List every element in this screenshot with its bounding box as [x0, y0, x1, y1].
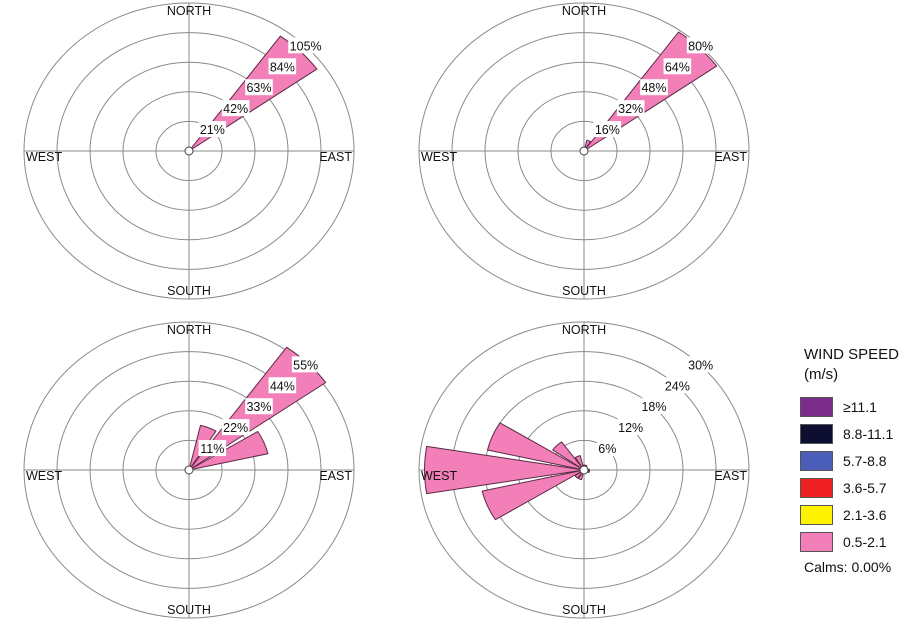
ring-label: 6% — [598, 442, 616, 456]
legend-title: WIND SPEED (m/s) — [804, 345, 919, 385]
ring-label-bg — [221, 419, 250, 436]
ring-label-bg — [686, 37, 715, 54]
ring-label: 32% — [618, 102, 643, 116]
wind-petal — [424, 445, 585, 495]
legend-item-label: 8.8-11.1 — [843, 425, 894, 442]
ring-label-bg — [686, 356, 715, 373]
legend-unit: (m/s) — [804, 366, 839, 383]
ring-label: 64% — [665, 60, 690, 74]
legend-item-label: 5.7-8.8 — [843, 452, 887, 469]
ring-label: 16% — [595, 123, 620, 137]
ring-label: 84% — [270, 60, 295, 74]
wind-rose-panel: 21% 42% 63% 84% 105% NORTH SOUTH EAST WEST — [23, 2, 355, 300]
legend-swatch — [800, 504, 833, 525]
direction-label-north: NORTH — [167, 4, 211, 18]
legend-item: 2.1-3.6 — [800, 503, 919, 526]
rose-center — [579, 465, 589, 475]
ring-label: 18% — [641, 400, 666, 414]
ring-label: 33% — [246, 400, 271, 414]
legend-item: 5.7-8.8 — [800, 449, 919, 472]
legend-item-label: 3.6-5.7 — [843, 479, 887, 496]
ring-label-bg — [198, 440, 227, 457]
wind-rose-panel: 6%12% 18% 24% 30% NORTH SOUTH EAST WEST — [418, 321, 750, 619]
ring-label-bg — [245, 79, 273, 96]
direction-label-east: EAST — [319, 150, 352, 164]
legend-swatch — [800, 423, 833, 444]
legend-item-label: 2.1-3.6 — [843, 506, 887, 523]
wind-petal — [552, 441, 585, 471]
ring-label-bg — [640, 79, 668, 96]
ring-label: 44% — [270, 379, 295, 393]
direction-label-north: NORTH — [562, 323, 606, 337]
ring-label-bg — [616, 419, 645, 436]
legend-item-label: ≥11.1 — [843, 398, 877, 415]
legend-item-label: 0.5-2.1 — [843, 533, 887, 550]
ring-label-bg — [663, 58, 692, 75]
ring-label-bg — [593, 121, 622, 138]
legend-swatch — [800, 396, 833, 417]
ring-label: 21% — [200, 123, 225, 137]
ring-label-bg — [597, 440, 618, 457]
direction-label-west: WEST — [421, 469, 457, 483]
rose-center — [579, 146, 589, 156]
ring-label-bg — [288, 37, 324, 54]
direction-label-east: EAST — [319, 469, 352, 483]
ring-label: 105% — [290, 39, 322, 53]
direction-label-south: SOUTH — [167, 284, 211, 298]
legend-swatch — [800, 531, 833, 552]
legend-item: 3.6-5.7 — [800, 476, 919, 499]
ring-label: 30% — [688, 358, 713, 372]
ring-label-bg — [616, 100, 645, 117]
direction-label-west: WEST — [26, 150, 62, 164]
ring-label: 24% — [665, 379, 690, 393]
ring-label-bg — [291, 356, 320, 373]
ring-label-bg — [198, 121, 227, 138]
direction-label-south: SOUTH — [562, 603, 606, 617]
ring-label: 42% — [223, 102, 248, 116]
rose-center — [184, 465, 194, 475]
legend-item: 0.5-2.1 — [800, 530, 919, 553]
direction-label-north: NORTH — [562, 4, 606, 18]
direction-label-east: EAST — [714, 150, 747, 164]
legend-swatch — [800, 477, 833, 498]
ring-label-bg — [268, 58, 297, 75]
ring-label: 80% — [688, 39, 713, 53]
wind-petal — [481, 469, 585, 521]
ring-label-bg — [663, 377, 692, 394]
direction-label-south: SOUTH — [562, 284, 606, 298]
legend-title-text: WIND SPEED — [804, 346, 900, 363]
ring-label: 55% — [293, 358, 318, 372]
ring-label-bg — [221, 100, 250, 117]
legend-item: 8.8-11.1 — [800, 422, 919, 445]
wind-petal — [487, 422, 585, 471]
wind-rose-panel: 16% 32% 48% 64% 80% NORTH SOUTH EAST WEST — [418, 2, 750, 300]
rose-center — [184, 146, 194, 156]
ring-label: 63% — [246, 81, 271, 95]
ring-label: 22% — [223, 421, 248, 435]
legend-swatch — [800, 450, 833, 471]
wind-petal — [188, 431, 269, 471]
ring-label-bg — [245, 398, 273, 415]
legend-item: ≥11.1 — [800, 395, 919, 418]
direction-label-east: EAST — [714, 469, 747, 483]
calms-label: Calms: 0.00% — [804, 559, 892, 575]
direction-label-west: WEST — [26, 469, 62, 483]
ring-label: 12% — [618, 421, 643, 435]
direction-label-west: WEST — [421, 150, 457, 164]
wind-rose-panel: 11% 22% 33% 44% 55% NORTH SOUTH EAST WEST — [23, 321, 355, 619]
direction-label-south: SOUTH — [167, 603, 211, 617]
ring-label: 11% — [200, 442, 224, 456]
legend: WIND SPEED (m/s) ≥11.1 8.8-11.1 5.7-8.8 … — [800, 345, 919, 575]
ring-label-bg — [268, 377, 297, 394]
ring-label-bg — [640, 398, 668, 415]
direction-label-north: NORTH — [167, 323, 211, 337]
ring-label: 48% — [641, 81, 666, 95]
